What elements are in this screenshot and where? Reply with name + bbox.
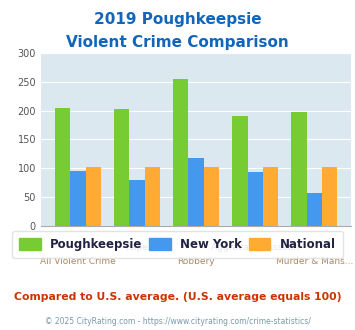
- Text: Robbery: Robbery: [178, 257, 215, 266]
- Text: Murder & Mans...: Murder & Mans...: [275, 257, 353, 266]
- Text: 2019 Poughkeepsie: 2019 Poughkeepsie: [94, 12, 261, 26]
- Text: All Violent Crime: All Violent Crime: [40, 257, 116, 266]
- Bar: [173, 79, 189, 226]
- Bar: [86, 167, 101, 226]
- Text: Compared to U.S. average. (U.S. average equals 100): Compared to U.S. average. (U.S. average …: [14, 292, 341, 302]
- Bar: [204, 167, 219, 226]
- Text: Aggravated Assault: Aggravated Assault: [211, 243, 300, 252]
- Text: Rape: Rape: [126, 243, 148, 252]
- Text: © 2025 CityRating.com - https://www.cityrating.com/crime-statistics/: © 2025 CityRating.com - https://www.city…: [45, 317, 310, 326]
- Bar: [291, 112, 307, 226]
- Bar: [129, 180, 145, 226]
- Bar: [247, 172, 263, 226]
- Legend: Poughkeepsie, New York, National: Poughkeepsie, New York, National: [12, 231, 343, 258]
- Bar: [55, 108, 70, 226]
- Bar: [70, 171, 86, 226]
- Bar: [232, 116, 247, 226]
- Bar: [307, 192, 322, 226]
- Bar: [263, 167, 278, 226]
- Text: Violent Crime Comparison: Violent Crime Comparison: [66, 35, 289, 50]
- Bar: [189, 158, 204, 226]
- Bar: [114, 109, 129, 226]
- Bar: [322, 167, 337, 226]
- Bar: [145, 167, 160, 226]
